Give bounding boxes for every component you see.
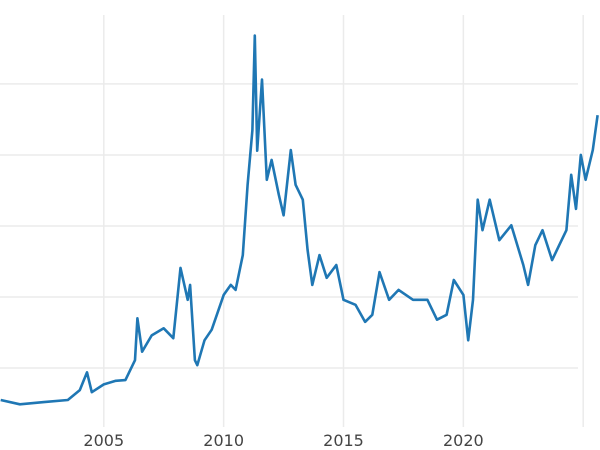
x-tick-label: 2015 bbox=[323, 431, 364, 450]
series-line bbox=[0, 34, 599, 406]
x-gridlines bbox=[103, 15, 584, 427]
x-tick-label: 2020 bbox=[443, 431, 484, 450]
x-tick-label: 2010 bbox=[203, 431, 244, 450]
x-tick-label: 2005 bbox=[83, 431, 124, 450]
y-gridlines bbox=[0, 83, 578, 369]
x-tick-labels: 2005 2010 2015 2020 bbox=[83, 431, 483, 450]
